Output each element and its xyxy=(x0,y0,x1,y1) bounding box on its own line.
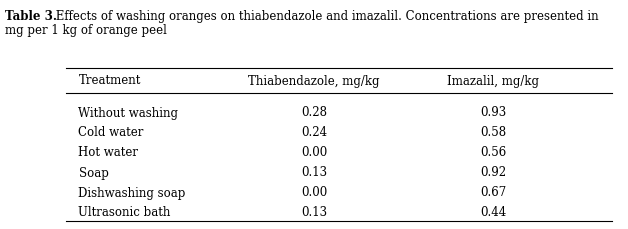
Text: 0.58: 0.58 xyxy=(480,126,506,139)
Text: Thiabendazole, mg/kg: Thiabendazole, mg/kg xyxy=(248,74,380,87)
Text: Ultrasonic bath: Ultrasonic bath xyxy=(78,207,171,220)
Text: 0.28: 0.28 xyxy=(301,106,327,120)
Text: 0.93: 0.93 xyxy=(480,106,506,120)
Text: 0.24: 0.24 xyxy=(301,126,327,139)
Text: Imazalil, mg/kg: Imazalil, mg/kg xyxy=(447,74,539,87)
Text: 0.44: 0.44 xyxy=(480,207,506,220)
Text: Table 3.: Table 3. xyxy=(5,10,57,23)
Text: 0.00: 0.00 xyxy=(301,147,327,160)
Text: mg per 1 kg of orange peel: mg per 1 kg of orange peel xyxy=(5,24,167,37)
Text: Hot water: Hot water xyxy=(78,147,139,160)
Text: 0.67: 0.67 xyxy=(480,186,506,199)
Text: 0.13: 0.13 xyxy=(301,166,327,180)
Text: 0.13: 0.13 xyxy=(301,207,327,220)
Text: Effects of washing oranges on thiabendazole and imazalil. Concentrations are pre: Effects of washing oranges on thiabendaz… xyxy=(52,10,598,23)
Text: Dishwashing soap: Dishwashing soap xyxy=(78,186,186,199)
Text: 0.92: 0.92 xyxy=(480,166,506,180)
Text: 0.56: 0.56 xyxy=(480,147,506,160)
Text: 0.00: 0.00 xyxy=(301,186,327,199)
Text: Cold water: Cold water xyxy=(78,126,144,139)
Text: Soap: Soap xyxy=(78,166,109,180)
Text: Without washing: Without washing xyxy=(78,106,178,120)
Text: Treatment: Treatment xyxy=(78,74,141,87)
